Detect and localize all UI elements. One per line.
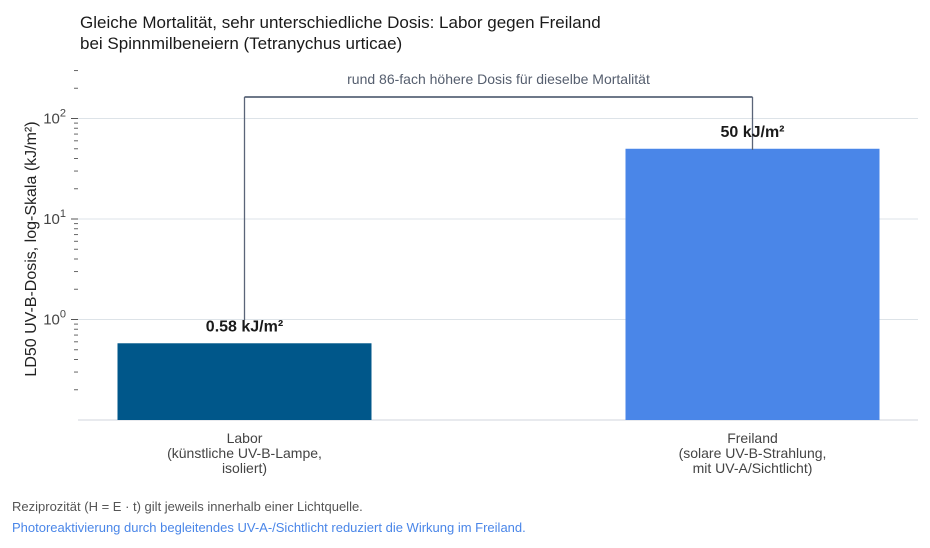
x-tick-label: Labor (227, 430, 263, 446)
x-tick-label: (solare UV-B-Strahlung, (679, 445, 827, 461)
chart-title-line-1: Gleiche Mortalität, sehr unterschiedlich… (80, 13, 601, 32)
chart-title: Gleiche Mortalität, sehr unterschiedlich… (80, 12, 601, 54)
x-tick-label: Freiland (727, 430, 778, 446)
y-tick-label: 100 (43, 309, 66, 329)
y-axis-label: LD50 UV-B-Dosis, log-Skala (kJ/m²) (23, 121, 40, 376)
bar-freiland (625, 148, 880, 420)
x-tick-label: (künstliche UV-B-Lampe, (167, 445, 322, 461)
x-tick-label: isoliert) (222, 460, 267, 476)
data-label: 0.58 kJ/m² (206, 318, 283, 335)
bar-labor (117, 343, 372, 420)
y-tick-label: 101 (43, 208, 66, 228)
x-tick-label: mit UV-A/Sichtlicht) (693, 460, 813, 476)
chart-title-line-2: bei Spinnmilbeneiern (Tetranychus urtica… (80, 34, 403, 53)
data-label: 50 kJ/m² (720, 124, 784, 141)
y-tick-label: 102 (43, 108, 66, 128)
footnote-reciprocity: Reziprozität (H = E · t) gilt jeweils in… (12, 499, 363, 514)
ratio-annotation: rund 86-fach höhere Dosis für dieselbe M… (347, 71, 650, 87)
footnote-photoreactivation: Photoreaktivierung durch begleitendes UV… (12, 520, 526, 535)
